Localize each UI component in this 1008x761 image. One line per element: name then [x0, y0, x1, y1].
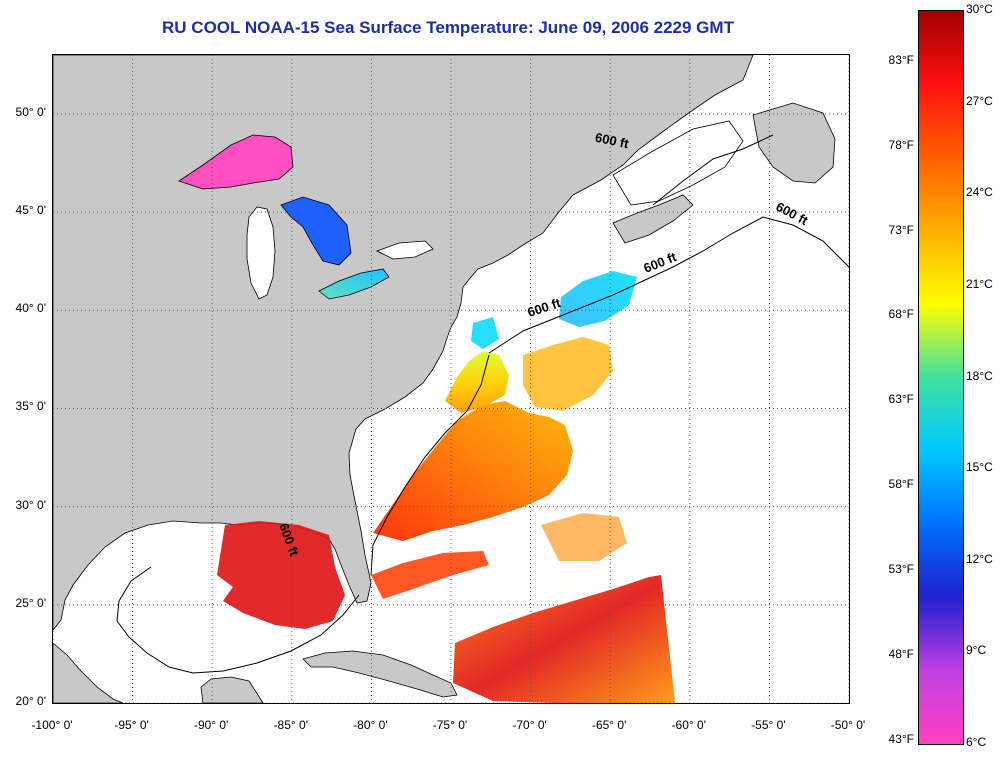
sst-gulf-mexico — [217, 521, 345, 629]
colorbar-celsius-label: 12°C — [966, 551, 993, 566]
land-north-america — [53, 55, 754, 631]
sst-florida-straits — [371, 551, 489, 599]
colorbar-celsius-label: 15°C — [966, 460, 993, 475]
colorbar-fahrenheit-label: 48°F — [888, 646, 914, 661]
colorbar-fahrenheit-label: 53°F — [888, 561, 914, 576]
lake-erie — [318, 268, 390, 300]
colorbar-celsius-label: 24°C — [966, 185, 993, 200]
sst-gulf-maine — [559, 271, 637, 327]
lon-tick-label: -55° 0' — [751, 718, 786, 732]
colorbar-fahrenheit-label: 58°F — [888, 477, 914, 492]
colorbar-fahrenheit-label: 43°F — [888, 731, 914, 746]
lon-tick-label: -90° 0' — [193, 718, 229, 732]
lon-tick-label: -95° 0' — [114, 718, 149, 732]
land-cuba — [302, 650, 458, 698]
lat-tick-label: 20° 0' — [15, 694, 46, 708]
lon-tick-label: -60° 0' — [671, 718, 707, 732]
lat-tick-label: 25° 0' — [15, 595, 46, 610]
lake-superior — [178, 134, 294, 190]
sst-gulf-stream — [373, 401, 573, 541]
sst-north-shelf — [471, 317, 499, 349]
colorbar-fahrenheit-label: 63°F — [888, 392, 914, 407]
lake-ontario — [375, 240, 434, 260]
lon-tick-label: -70° 0' — [512, 718, 547, 732]
land-yucatan — [200, 676, 264, 703]
sst-mid-atlantic-east — [523, 337, 613, 411]
contour-600ft-gulf — [116, 566, 360, 674]
land-newfoundland — [752, 102, 836, 184]
colorbar-fahrenheit-label: 78°F — [888, 137, 914, 152]
graticule — [53, 55, 849, 703]
lat-tick-label: 50° 0' — [15, 104, 46, 119]
lon-tick-label: -80° 0' — [353, 718, 388, 732]
colorbar-fahrenheit-label: 73°F — [888, 222, 914, 237]
gulf-st-lawrence — [612, 120, 744, 206]
temperature-colorbar — [918, 10, 964, 745]
colorbar-fahrenheit-label: 83°F — [888, 52, 914, 67]
colorbar-celsius-label: 21°C — [966, 276, 993, 291]
lon-tick-label: -75° 0' — [432, 718, 468, 732]
land-mexico — [53, 642, 124, 703]
lon-tick-label: -65° 0' — [591, 718, 627, 732]
colorbar-celsius-label: 30°C — [966, 2, 993, 16]
lake-huron — [280, 196, 352, 266]
lat-tick-label: 30° 0' — [15, 497, 46, 512]
sst-west-ocean-south — [541, 513, 627, 561]
land-nova-scotia — [612, 194, 694, 244]
lat-tick-label: 35° 0' — [15, 399, 46, 414]
colorbar-celsius-label: 6°C — [966, 735, 987, 749]
colorbar-celsius-label: 9°C — [966, 643, 987, 658]
lon-tick-label: -100° 0' — [31, 718, 73, 732]
sst-sargasso — [453, 575, 675, 703]
lake-michigan — [246, 206, 276, 300]
sst-mid-atlantic — [445, 351, 509, 413]
colorbar-celsius-label: 18°C — [966, 368, 993, 383]
sst-map[interactable] — [52, 54, 850, 704]
contour-600ft-north — [488, 216, 849, 354]
map-title: RU COOL NOAA-15 Sea Surface Temperature:… — [162, 18, 734, 37]
lat-tick-label: 45° 0' — [15, 203, 46, 218]
contour-600ft-south — [370, 354, 490, 576]
lon-tick-label: -50° 0' — [830, 718, 866, 732]
lat-tick-label: 40° 0' — [15, 301, 46, 316]
colorbar-celsius-label: 27°C — [966, 93, 993, 108]
lon-tick-label: -85° 0' — [273, 718, 309, 732]
colorbar-fahrenheit-label: 68°F — [888, 307, 914, 322]
contour-600ft-labrador — [652, 134, 774, 206]
